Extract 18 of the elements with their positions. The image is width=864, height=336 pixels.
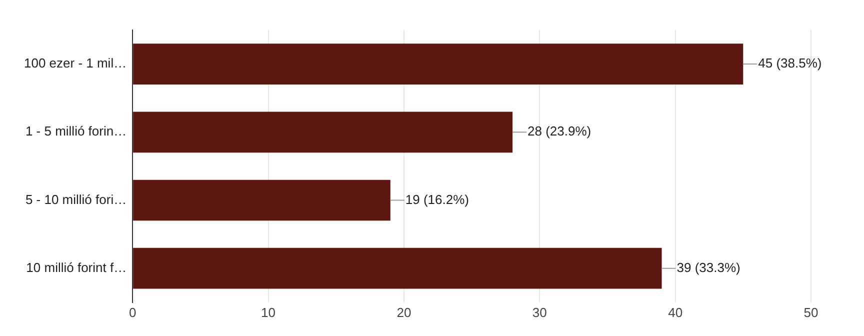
data-label: 19 (16.2%) [405,192,469,207]
y-tick-label: 100 ezer - 1 mil… [24,56,127,71]
y-tick-label: 1 - 5 millió forin… [25,124,127,139]
y-tick-label: 5 - 10 millió fori… [25,192,127,207]
bar [133,180,390,221]
data-label: 28 (23.9%) [528,124,592,139]
x-tick-label: 40 [668,304,683,320]
y-tick-label: 10 millió forint f… [26,260,127,275]
data-label: 45 (38.5%) [758,56,822,71]
x-tick-label: 0 [128,304,136,320]
x-tick-label: 30 [532,304,547,320]
data-label: 39 (33.3%) [676,260,740,275]
x-tick-label: 50 [804,304,818,320]
bar [133,112,512,153]
bar [133,248,662,289]
x-tick-label: 20 [396,304,412,320]
bar [133,44,744,84]
x-tick-label: 10 [261,304,276,320]
